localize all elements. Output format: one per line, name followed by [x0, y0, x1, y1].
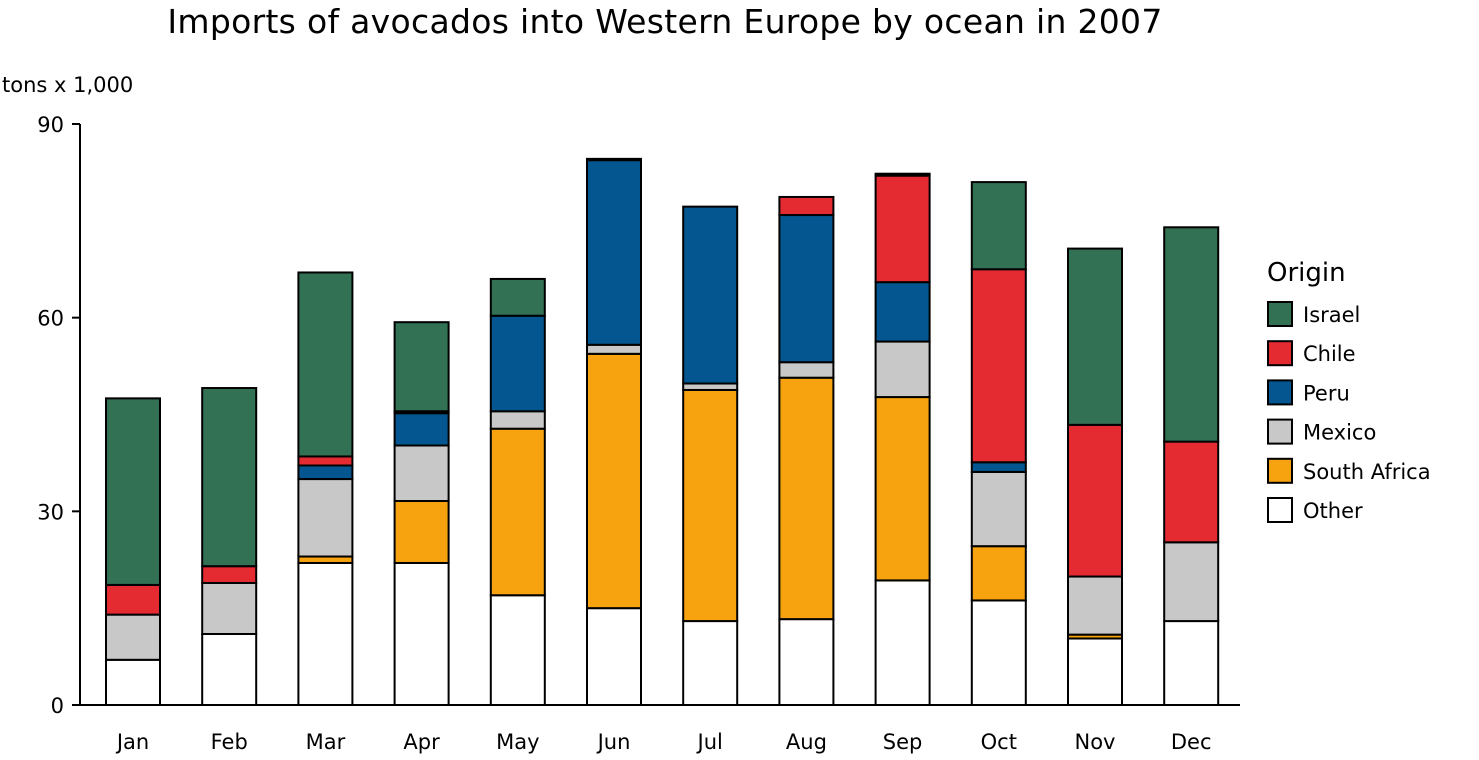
- bar-segment-chile-oct: [970, 268, 1027, 464]
- bar-segment-south-africa-apr: [393, 500, 450, 564]
- legend-swatch-other: [1267, 497, 1293, 523]
- bar-segment-chile-nov: [1067, 423, 1123, 578]
- x-tick-label-apr: Apr: [403, 730, 440, 754]
- x-tick-label-nov: Nov: [1075, 730, 1116, 754]
- bar-segment-chile-mar: [297, 455, 354, 467]
- bar-segment-israel-jun: [586, 157, 642, 161]
- bar-segment-mexico-dec: [1163, 541, 1220, 623]
- bar-segment-south-africa-jun: [586, 352, 642, 610]
- bar-segment-other-mar: [297, 561, 354, 706]
- bar-segment-chile-sep: [874, 174, 931, 284]
- legend-label-chile: Chile: [1303, 342, 1356, 366]
- bar-segment-mexico-jun: [586, 343, 642, 355]
- legend-label-mexico: Mexico: [1303, 421, 1376, 445]
- x-tick-label-feb: Feb: [211, 730, 248, 754]
- bar-segment-israel-apr: [393, 321, 450, 413]
- y-axis-unit-label: tons x 1,000: [2, 73, 133, 97]
- bar-segment-south-africa-jul: [682, 388, 739, 623]
- bar-segment-peru-jul: [682, 205, 739, 385]
- bar-segment-peru-jun: [586, 159, 642, 346]
- bar-segment-peru-aug: [778, 214, 835, 364]
- bar-segment-other-feb: [201, 632, 258, 706]
- legend-label-other: Other: [1303, 499, 1363, 523]
- x-tick-label-sep: Sep: [883, 730, 923, 754]
- legend-label-south-africa: South Africa: [1303, 460, 1431, 484]
- bar-segment-other-nov: [1067, 637, 1123, 706]
- bar-segment-mexico-oct: [970, 470, 1027, 548]
- bar-segment-other-apr: [393, 561, 450, 706]
- bar-segment-chile-aug: [778, 195, 835, 217]
- bar-segment-israel-nov: [1067, 247, 1123, 426]
- bar-segment-peru-may: [489, 314, 546, 413]
- legend-title: Origin: [1267, 258, 1346, 288]
- x-tick-label-mar: Mar: [306, 730, 346, 754]
- bar-segment-mexico-nov: [1067, 575, 1123, 636]
- bar-segment-peru-oct: [970, 461, 1027, 473]
- legend-swatch-israel: [1267, 301, 1293, 327]
- legend-swatch-south-africa: [1267, 457, 1293, 484]
- legend-label-israel: Israel: [1303, 303, 1360, 327]
- bars-group: [105, 157, 1220, 707]
- axes: [72, 123, 1240, 706]
- y-tick-label: 30: [37, 500, 64, 524]
- bar-segment-chile-feb: [201, 565, 258, 584]
- legend: Origin Israel Chile Peru Mexico South Africa…: [1267, 258, 1431, 523]
- legend-swatch-peru: [1267, 379, 1293, 406]
- bar-segment-mexico-mar: [297, 478, 354, 558]
- legend-swatch-chile: [1267, 340, 1293, 367]
- bar-segment-other-jan: [105, 658, 161, 706]
- y-axis-labels: 0 30 60 90: [37, 113, 64, 718]
- bar-segment-other-may: [489, 594, 546, 706]
- bar-segment-israel-feb: [201, 387, 258, 568]
- bar-segment-israel-dec: [1163, 226, 1220, 443]
- bar-segment-south-africa-sep: [874, 396, 931, 582]
- chart-title: Imports of avocados into Western Europe …: [167, 2, 1163, 41]
- bar-segment-mexico-feb: [201, 581, 258, 635]
- legend-swatch-mexico: [1267, 418, 1293, 445]
- bar-segment-mexico-may: [489, 410, 546, 430]
- bar-segment-israel-oct: [970, 181, 1027, 271]
- bar-segment-peru-mar: [297, 464, 354, 481]
- bar-segment-mexico-sep: [874, 340, 931, 399]
- bar-segment-peru-sep: [874, 281, 931, 343]
- y-tick-label: 0: [51, 694, 64, 718]
- x-tick-label-dec: Dec: [1171, 730, 1212, 754]
- bar-segment-south-africa-oct: [970, 545, 1027, 602]
- bar-segment-other-sep: [874, 579, 931, 706]
- bar-segment-other-oct: [970, 599, 1027, 706]
- bar-segment-israel-may: [489, 277, 546, 317]
- x-tick-label-may: May: [496, 730, 539, 754]
- x-tick-label-oct: Oct: [981, 730, 1017, 754]
- x-tick-label-jul: Jul: [696, 730, 723, 754]
- legend-label-peru: Peru: [1303, 381, 1350, 405]
- x-tick-label-aug: Aug: [786, 730, 827, 754]
- bar-segment-other-dec: [1163, 620, 1220, 706]
- bar-segment-mexico-apr: [393, 444, 450, 503]
- y-tick-label: 90: [37, 113, 64, 137]
- x-tick-label-jun: Jun: [596, 730, 631, 754]
- bar-segment-mexico-aug: [778, 361, 835, 379]
- bar-segment-other-jul: [682, 620, 739, 706]
- bar-segment-israel-sep: [874, 172, 931, 177]
- x-tick-label-jan: Jan: [115, 730, 149, 754]
- bar-segment-mexico-jan: [105, 613, 161, 661]
- y-tick-label: 60: [37, 307, 64, 331]
- bar-segment-south-africa-aug: [778, 376, 835, 621]
- bar-segment-chile-jan: [105, 583, 161, 616]
- bar-segment-peru-apr: [393, 412, 450, 447]
- x-axis-labels: Jan Feb Mar Apr May Jun Jul Aug Sep Oct Nov Dec: [115, 730, 1212, 754]
- bar-segment-chile-dec: [1163, 440, 1220, 544]
- bar-segment-south-africa-may: [489, 427, 546, 597]
- bar-segment-other-jun: [586, 607, 642, 707]
- bar-segment-israel-mar: [297, 271, 354, 458]
- bar-segment-other-aug: [778, 618, 835, 706]
- bar-segment-israel-jan: [105, 397, 161, 586]
